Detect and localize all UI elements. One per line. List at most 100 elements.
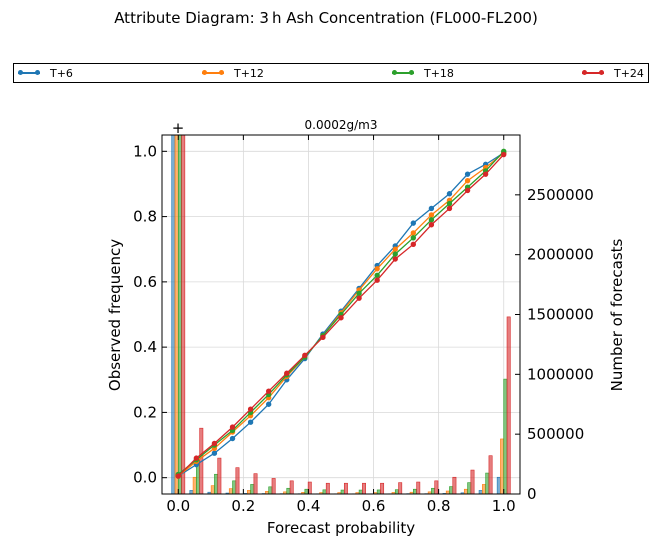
- point-T24-14: [428, 222, 435, 228]
- point-T24-13: [410, 241, 417, 248]
- bar-T18-0: [177, 135, 182, 494]
- bar-T24-8: [325, 482, 330, 494]
- point-T18-15: [446, 200, 453, 207]
- bar-T24-5: [271, 478, 276, 494]
- point-T18-13: [410, 235, 417, 241]
- bar-T18-2: [214, 473, 219, 494]
- x-tick-label: 1.0: [492, 497, 516, 515]
- bar-T24-14: [434, 480, 439, 494]
- bar-T18-9: [340, 489, 345, 494]
- point-T24-2: [211, 440, 218, 447]
- point-T6-2: [211, 450, 218, 456]
- bar-T24-2: [217, 457, 222, 494]
- point-T6-16: [464, 171, 471, 177]
- bar-T6-18: [496, 476, 501, 494]
- point-T24-1: [193, 455, 200, 461]
- point-T12-14: [428, 212, 435, 218]
- legend-item-t6: T+6: [18, 66, 73, 80]
- point-T12-16: [464, 177, 471, 184]
- bar-T24-13: [416, 481, 421, 494]
- legend-swatch-t12: [202, 66, 224, 80]
- point-T12-13: [410, 230, 417, 236]
- bar-T24-3: [235, 467, 240, 494]
- grid: [162, 135, 520, 494]
- x-tick-label: 0.8: [427, 497, 451, 515]
- bar-T24-15: [452, 476, 457, 494]
- point-T18-10: [356, 290, 362, 296]
- bar-T18-5: [268, 486, 273, 494]
- bar-T24-17: [488, 455, 493, 494]
- bar-T18-4: [250, 484, 255, 494]
- bar-T12-1: [192, 476, 197, 494]
- bar-T12-2: [210, 485, 215, 494]
- bar-T18-6: [286, 487, 291, 494]
- point-T6-13: [410, 220, 417, 226]
- bar-T6-1: [189, 490, 194, 494]
- point-T24-3: [229, 424, 236, 430]
- legend-label-t6: T+6: [50, 66, 73, 80]
- bar-T24-4: [253, 473, 258, 494]
- bar-T18-16: [467, 482, 472, 494]
- bar-T18-14: [431, 487, 436, 494]
- point-T24-12: [392, 256, 398, 262]
- point-T6-3: [229, 435, 236, 442]
- legend-item-t12: T+12: [202, 66, 264, 80]
- bar-T24-10: [362, 482, 366, 494]
- y2-tick-label: 0: [527, 485, 537, 503]
- bar-T24-11: [380, 482, 385, 494]
- point-T24-11: [374, 277, 380, 283]
- point-T24-16: [464, 187, 471, 194]
- point-T24-0: [175, 473, 181, 479]
- point-T24-4: [247, 406, 254, 412]
- y-tick-label: 1.0: [133, 142, 157, 160]
- reliability-lines: [175, 148, 507, 479]
- y-axis-label: Observed frequency: [106, 239, 124, 391]
- point-T18-12: [392, 251, 398, 257]
- bar-T18-17: [485, 472, 490, 494]
- bar-T24-6: [289, 480, 294, 494]
- point-T6-4: [247, 419, 254, 425]
- y-tick-label: 0.8: [133, 208, 157, 226]
- legend-swatch-t6: [18, 66, 40, 80]
- bar-T18-8: [322, 489, 327, 494]
- point-T6-5: [265, 401, 272, 407]
- x-axis-label: Forecast probability: [267, 519, 415, 537]
- legend-swatch-t18: [392, 66, 414, 80]
- bar-T18-12: [394, 489, 399, 494]
- chart-title: Attribute Diagram: 3 h Ash Concentration…: [114, 9, 538, 27]
- y2-tick-label: 1000000: [527, 365, 594, 383]
- bar-T12-18: [500, 438, 505, 494]
- point-T24-10: [356, 295, 362, 301]
- point-T24-15: [446, 205, 453, 212]
- y2-tick-label: 2000000: [527, 246, 594, 264]
- y-tick-label: 0.2: [133, 403, 157, 421]
- corner-marker: +: [172, 119, 185, 137]
- bar-T24-18: [506, 316, 511, 494]
- bar-T24-12: [398, 482, 403, 494]
- point-T24-7: [302, 352, 308, 358]
- x-tick-label: 0.2: [231, 497, 255, 515]
- bar-T18-15: [449, 486, 454, 494]
- bar-T24-9: [343, 482, 348, 494]
- bar-T12-4: [246, 490, 251, 494]
- y2-tick-label: 500000: [527, 425, 584, 443]
- legend: T+6 T+12 T+18 T+24: [13, 63, 649, 83]
- point-T6-15: [446, 191, 453, 197]
- x-tick-label: 0.0: [166, 497, 190, 515]
- bar-T6-0: [171, 135, 176, 494]
- y2-tick-label: 1500000: [527, 306, 594, 324]
- point-T24-5: [265, 388, 272, 394]
- point-T12-12: [392, 246, 398, 252]
- y-tick-label: 0.0: [133, 469, 157, 487]
- bar-T18-7: [304, 488, 309, 494]
- bar-T6-17: [478, 490, 483, 494]
- bar-T24-16: [470, 469, 475, 494]
- point-T24-18: [501, 151, 507, 158]
- bar-T12-17: [482, 484, 486, 494]
- y2-axis-label: Number of forecasts: [608, 238, 626, 391]
- x-tick-label: 0.6: [362, 497, 386, 515]
- bar-T12-16: [463, 488, 468, 494]
- bar-T24-0: [181, 135, 186, 494]
